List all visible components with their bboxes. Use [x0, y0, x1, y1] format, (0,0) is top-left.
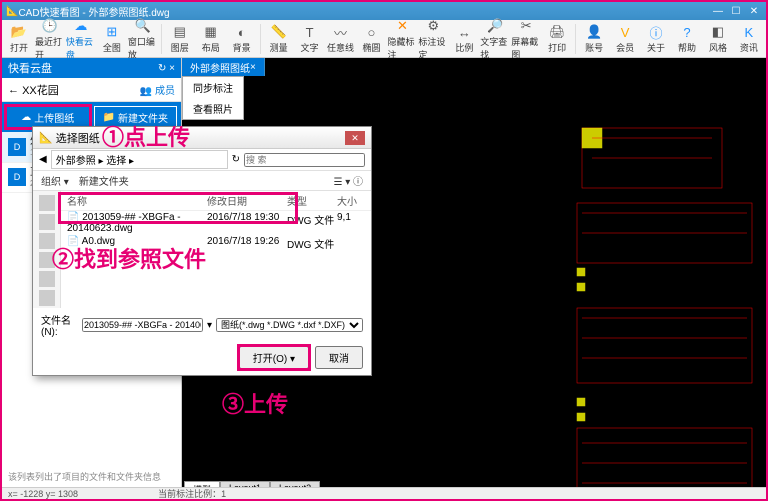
context-photo[interactable]: 查看照片 [183, 98, 243, 119]
tool-帮助[interactable]: ?帮助 [672, 23, 702, 54]
maximize-button[interactable]: ☐ [728, 6, 744, 17]
panel-controls[interactable]: ↻ × [158, 63, 175, 74]
nav-icon[interactable] [39, 195, 55, 211]
tool-比例[interactable]: ↔比例 [449, 23, 479, 54]
file-row[interactable]: 📄 2013059-## -XBGFa - 20140623.dwg2016/7… [61, 211, 371, 235]
toolbar: 📂打开🕒最近打开☁快看云盘⊞全图🔍窗口编放▤图层▦布局◐背景📏测量T文字〰任意线… [2, 20, 766, 58]
column-headers[interactable]: 名称修改日期类型大小 [61, 191, 371, 211]
organize-menu[interactable]: 组织 ▾ [41, 173, 69, 188]
tool-测量[interactable]: 📏测量 [264, 23, 294, 54]
newfolder-action[interactable]: 新建文件夹 [79, 173, 129, 188]
project-name: XX花园 [22, 82, 59, 98]
app-icon: 📐 [6, 6, 18, 17]
upload-button[interactable]: ☁ 上传图纸 [6, 106, 90, 128]
nav-icon[interactable] [39, 214, 55, 230]
sidebar-tip: 该列表列出了项目的文件和文件夹信息 [2, 466, 181, 487]
dialog-toolbar: 组织 ▾ 新建文件夹 ☰ ▾ ⓘ [33, 171, 371, 191]
filename-input[interactable] [82, 318, 203, 332]
tool-窗口编放[interactable]: 🔍窗口编放 [128, 17, 158, 61]
tool-快看云盘[interactable]: ☁快看云盘 [66, 17, 96, 61]
dialog-filelist: 名称修改日期类型大小 📄 2013059-## -XBGFa - 2014062… [61, 191, 371, 308]
project-row[interactable]: ← XX花园 👥 成员 [2, 78, 181, 102]
tool-账号[interactable]: 👤账号 [579, 23, 609, 54]
back-icon[interactable]: ← [8, 84, 19, 96]
nav-icon[interactable] [39, 252, 55, 268]
tool-全图[interactable]: ⊞全图 [97, 23, 127, 54]
cancel-button[interactable]: 取消 [315, 346, 363, 369]
tool-文字[interactable]: T文字 [295, 23, 325, 54]
scale-label: 当前标注比例：1 [158, 487, 226, 500]
newfolder-button[interactable]: 📁 新建文件夹 [94, 106, 178, 128]
minimize-button[interactable]: — [710, 6, 726, 17]
tool-图层[interactable]: ▤图层 [165, 23, 195, 54]
refresh-icon[interactable]: ↻ [232, 154, 240, 165]
tool-打开[interactable]: 📂打开 [4, 23, 34, 54]
nav-icon[interactable] [39, 290, 55, 306]
dialog-title: 选择图纸 [56, 130, 100, 146]
tool-背景[interactable]: ◐背景 [227, 23, 257, 54]
file-row[interactable]: 📄 A0.dwg2016/7/18 19:26DWG 文件 [61, 235, 371, 252]
dialog-nav [33, 191, 61, 308]
close-button[interactable]: ✕ [746, 6, 762, 17]
file-dialog: 📐 选择图纸 ✕ ◀ 外部参照 ▸ 选择 ▸ ↻ 组织 ▾ 新建文件夹 ☰ ▾ … [32, 126, 372, 376]
tool-关于[interactable]: ⓘ关于 [641, 23, 671, 54]
tool-打印[interactable]: 🖨打印 [542, 23, 572, 54]
context-menu: 同步标注 查看照片 [182, 76, 244, 120]
coords-label: x= -1228 y= 1308 [8, 489, 78, 499]
tool-屏幕截图[interactable]: ✂屏幕截图 [511, 17, 541, 61]
open-button[interactable]: 打开(O) ▾ [239, 346, 309, 369]
nav-icon[interactable] [39, 271, 55, 287]
dialog-path-bar: ◀ 外部参照 ▸ 选择 ▸ ↻ [33, 149, 371, 171]
panel-header: 快看云盘 ↻ × [2, 58, 181, 78]
titlebar: 📐 CAD快速看图 - 外部参照图纸.dwg — ☐ ✕ [2, 2, 766, 20]
tool-资讯[interactable]: K资讯 [734, 23, 764, 54]
nav-icon[interactable] [39, 233, 55, 249]
tool-标注设定[interactable]: ⚙标注设定 [418, 17, 448, 61]
tool-布局[interactable]: ▦布局 [196, 23, 226, 54]
tool-会员[interactable]: V会员 [610, 23, 640, 54]
filename-label: 文件名(N): [41, 312, 78, 338]
search-input[interactable] [244, 153, 365, 167]
tool-风格[interactable]: ◧风格 [703, 23, 733, 54]
statusbar: x= -1228 y= 1308 当前标注比例：1 [2, 487, 766, 499]
tool-隐藏标注[interactable]: ✕隐藏标注 [387, 17, 417, 61]
dialog-header[interactable]: 📐 选择图纸 ✕ [33, 127, 371, 149]
path-back-icon[interactable]: ◀ [39, 154, 47, 165]
tool-最近打开[interactable]: 🕒最近打开 [35, 17, 65, 61]
tool-任意线[interactable]: 〰任意线 [326, 23, 356, 54]
member-link[interactable]: 👥 成员 [140, 82, 175, 97]
view-icons[interactable]: ☰ ▾ ⓘ [333, 173, 363, 188]
panel-title: 快看云盘 [8, 60, 52, 76]
tool-文字查找[interactable]: 🔎文字查找 [480, 17, 510, 61]
context-sync[interactable]: 同步标注 [183, 77, 243, 98]
dialog-icon: 📐 [39, 131, 53, 144]
filter-select[interactable]: 图纸(*.dwg *.DWG *.dxf *.DXF) [216, 318, 363, 332]
tool-椭圆[interactable]: ○椭圆 [356, 23, 386, 54]
path-crumb[interactable]: 外部参照 ▸ 选择 ▸ [51, 150, 228, 169]
dialog-footer: 文件名(N): ▾ 图纸(*.dwg *.DWG *.dxf *.DXF) [33, 308, 371, 346]
dialog-close-button[interactable]: ✕ [345, 131, 365, 145]
